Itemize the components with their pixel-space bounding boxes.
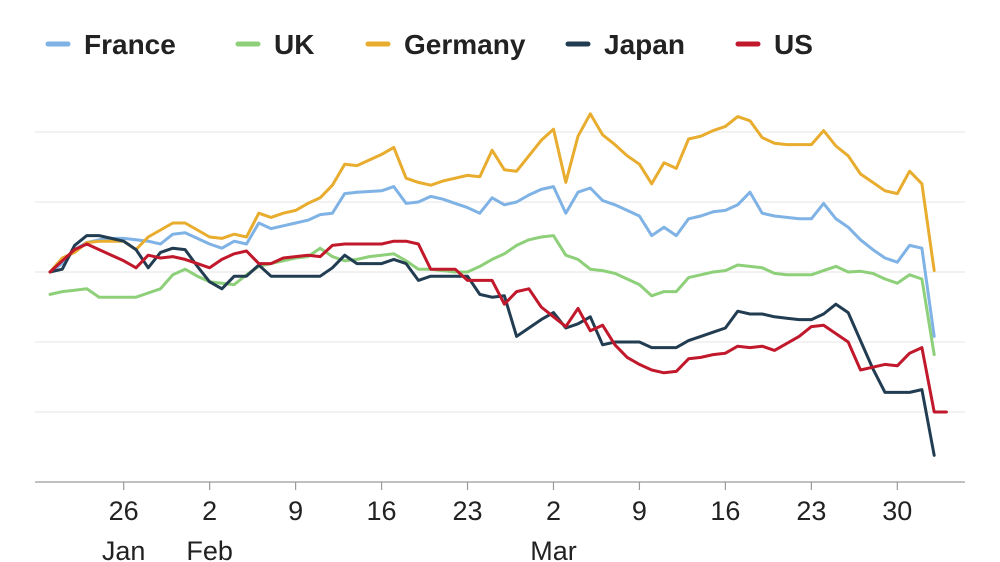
series-lines	[48, 112, 948, 457]
legend-item-japan: Japan	[565, 29, 685, 60]
legend-label: US	[774, 29, 813, 60]
legend-label: Germany	[404, 29, 526, 60]
legend: France UK Germany Japan US	[45, 29, 813, 60]
legend-label: UK	[274, 29, 314, 60]
series-line-uk	[48, 234, 936, 357]
x-tick-label: 9	[632, 496, 647, 526]
x-tick-label: 23	[796, 496, 826, 526]
legend-item-us: US	[735, 29, 813, 60]
series-line-france	[48, 185, 936, 338]
x-tick-label: 30	[882, 496, 912, 526]
x-tick-label: 23	[452, 496, 482, 526]
x-tick-label: 9	[288, 496, 303, 526]
x-tick-label: 2	[202, 496, 217, 526]
gridlines	[35, 131, 965, 483]
series-line-us	[48, 239, 948, 414]
x-month-label: Jan	[102, 536, 146, 562]
legend-item-france: France	[45, 29, 176, 60]
x-month-label: Feb	[186, 536, 233, 562]
x-month-label: Mar	[530, 536, 577, 562]
legend-item-germany: Germany	[365, 29, 526, 60]
legend-label: France	[84, 29, 176, 60]
x-tick-label: 16	[367, 496, 397, 526]
legend-label: Japan	[604, 29, 685, 60]
legend-item-uk: UK	[235, 29, 314, 60]
series-line-germany	[48, 112, 936, 274]
series-line-japan	[48, 234, 936, 457]
x-tick-label: 26	[109, 496, 139, 526]
x-tick-label: 2	[546, 496, 561, 526]
x-axis: 26 Jan 2 Feb 9 16 23 2 Mar 9 16 23 30	[35, 481, 965, 562]
x-tick-label: 16	[710, 496, 740, 526]
